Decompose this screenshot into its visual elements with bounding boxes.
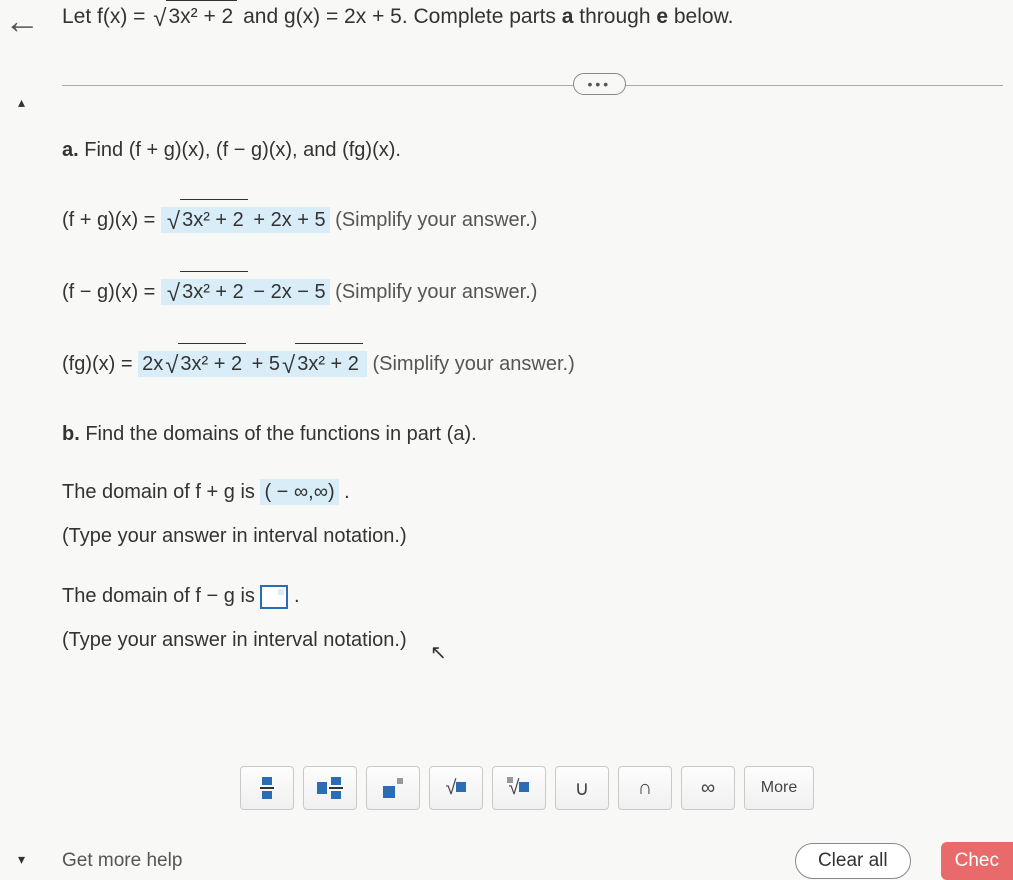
coef: 2x bbox=[142, 353, 163, 375]
part-label: b. bbox=[62, 423, 80, 445]
eq-f-plus-g: (f + g)(x) = √3x² + 2 + 2x + 5 (Simplify… bbox=[62, 198, 1003, 246]
domain-f-plus-g: The domain of f + g is ( − ∞,∞) . bbox=[62, 472, 1003, 512]
sqrt-icon: √ bbox=[446, 777, 467, 800]
radical-icon: √ bbox=[282, 352, 295, 379]
sqrt-expression: √3x² + 2 bbox=[163, 342, 246, 390]
interval-hint: (Type your answer in interval notation.) bbox=[62, 620, 1003, 660]
part-text: Find (f + g)(x), (f − g)(x), and (fg)(x)… bbox=[79, 139, 401, 161]
radical-icon: √ bbox=[167, 280, 180, 307]
tail: − 2x − 5 bbox=[248, 281, 326, 303]
lhs: (fg)(x) = bbox=[62, 353, 138, 375]
divider-line bbox=[62, 85, 1003, 86]
part-a-prompt: a. Find (f + g)(x), (f − g)(x), and (fg)… bbox=[62, 130, 1003, 170]
mixed-number-button[interactable] bbox=[303, 766, 357, 810]
mid: + 5 bbox=[246, 353, 280, 375]
cursor-icon: ↖ bbox=[430, 640, 447, 665]
nth-root-button[interactable]: √ bbox=[492, 766, 546, 810]
mixed-number-icon bbox=[317, 777, 343, 799]
part-b-prompt: b. Find the domains of the functions in … bbox=[62, 414, 1003, 454]
bold-e: e bbox=[656, 5, 668, 28]
radicand: 3x² + 2 bbox=[295, 343, 363, 384]
lhs: (f − g)(x) = bbox=[62, 281, 161, 303]
footer-row: Get more help Clear all Chec bbox=[62, 842, 1013, 880]
text: . bbox=[339, 481, 350, 503]
simplify-hint: (Simplify your answer.) bbox=[330, 209, 538, 231]
sqrt-button[interactable]: √ bbox=[429, 766, 483, 810]
fraction-icon bbox=[260, 777, 274, 799]
math-toolbar: √ √ ∪ ∩ ∞ More bbox=[240, 766, 814, 810]
radical-icon: √ bbox=[165, 352, 178, 379]
sqrt-expression: √3x² + 2 bbox=[165, 270, 248, 318]
scroll-down-icon[interactable]: ▾ bbox=[18, 851, 25, 868]
answer-highlight: √3x² + 2 − 2x − 5 bbox=[161, 279, 330, 305]
radical-icon: √ bbox=[167, 208, 180, 235]
fraction-button[interactable] bbox=[240, 766, 294, 810]
answer-input[interactable] bbox=[260, 585, 288, 609]
radicand: 3x² + 2 bbox=[166, 0, 237, 33]
radicand: 3x² + 2 bbox=[180, 271, 248, 312]
text: below. bbox=[668, 5, 733, 28]
part-label: a. bbox=[62, 139, 79, 161]
radicand: 3x² + 2 bbox=[180, 199, 248, 240]
radical-icon: √ bbox=[153, 5, 166, 32]
clear-all-button[interactable]: Clear all bbox=[795, 843, 911, 879]
radicand: 3x² + 2 bbox=[178, 343, 246, 384]
sqrt-expression: √3x² + 2 bbox=[151, 0, 237, 37]
answer-highlight: √3x² + 2 + 2x + 5 bbox=[161, 207, 330, 233]
text: The domain of f − g is bbox=[62, 585, 260, 607]
text: and g(x) = 2x + 5. Complete parts bbox=[237, 5, 562, 28]
intersect-button[interactable]: ∩ bbox=[618, 766, 672, 810]
sqrt-expression: √3x² + 2 bbox=[280, 342, 363, 390]
simplify-hint: (Simplify your answer.) bbox=[367, 353, 575, 375]
infinity-button[interactable]: ∞ bbox=[681, 766, 735, 810]
simplify-hint: (Simplify your answer.) bbox=[330, 281, 538, 303]
eq-fg: (fg)(x) = 2x√3x² + 2 + 5√3x² + 2 (Simpli… bbox=[62, 342, 1003, 390]
content-area: Let f(x) = √3x² + 2 and g(x) = 2x + 5. C… bbox=[62, 0, 1013, 684]
domain-f-minus-g: The domain of f − g is . bbox=[62, 576, 1003, 616]
exponent-button[interactable] bbox=[366, 766, 420, 810]
help-link[interactable]: Get more help bbox=[62, 850, 182, 872]
answer-highlight: 2x√3x² + 2 + 5√3x² + 2 bbox=[138, 351, 367, 377]
part-text: Find the domains of the functions in par… bbox=[80, 423, 477, 445]
eq-f-minus-g: (f − g)(x) = √3x² + 2 − 2x − 5 (Simplify… bbox=[62, 270, 1003, 318]
scroll-up-icon[interactable]: ▴ bbox=[18, 94, 25, 111]
check-button[interactable]: Chec bbox=[941, 842, 1013, 880]
expand-button[interactable]: ••• bbox=[573, 73, 627, 95]
more-button[interactable]: More bbox=[744, 766, 814, 810]
answer-highlight: ( − ∞,∞) bbox=[260, 479, 338, 505]
divider-row: ••• bbox=[62, 85, 1003, 86]
bold-a: a bbox=[562, 5, 574, 28]
text: . bbox=[288, 585, 299, 607]
exponent-icon bbox=[383, 778, 403, 798]
text: Let f(x) = bbox=[62, 5, 151, 28]
lhs: (f + g)(x) = bbox=[62, 209, 161, 231]
sqrt-expression: √3x² + 2 bbox=[165, 198, 248, 246]
problem-statement: Let f(x) = √3x² + 2 and g(x) = 2x + 5. C… bbox=[62, 0, 1003, 37]
tail: + 2x + 5 bbox=[248, 209, 326, 231]
union-button[interactable]: ∪ bbox=[555, 766, 609, 810]
text: The domain of f + g is bbox=[62, 481, 260, 503]
back-arrow[interactable]: ← bbox=[4, 0, 40, 42]
text: through bbox=[573, 5, 656, 28]
interval-hint: (Type your answer in interval notation.) bbox=[62, 516, 1003, 556]
nth-root-icon: √ bbox=[509, 777, 530, 800]
